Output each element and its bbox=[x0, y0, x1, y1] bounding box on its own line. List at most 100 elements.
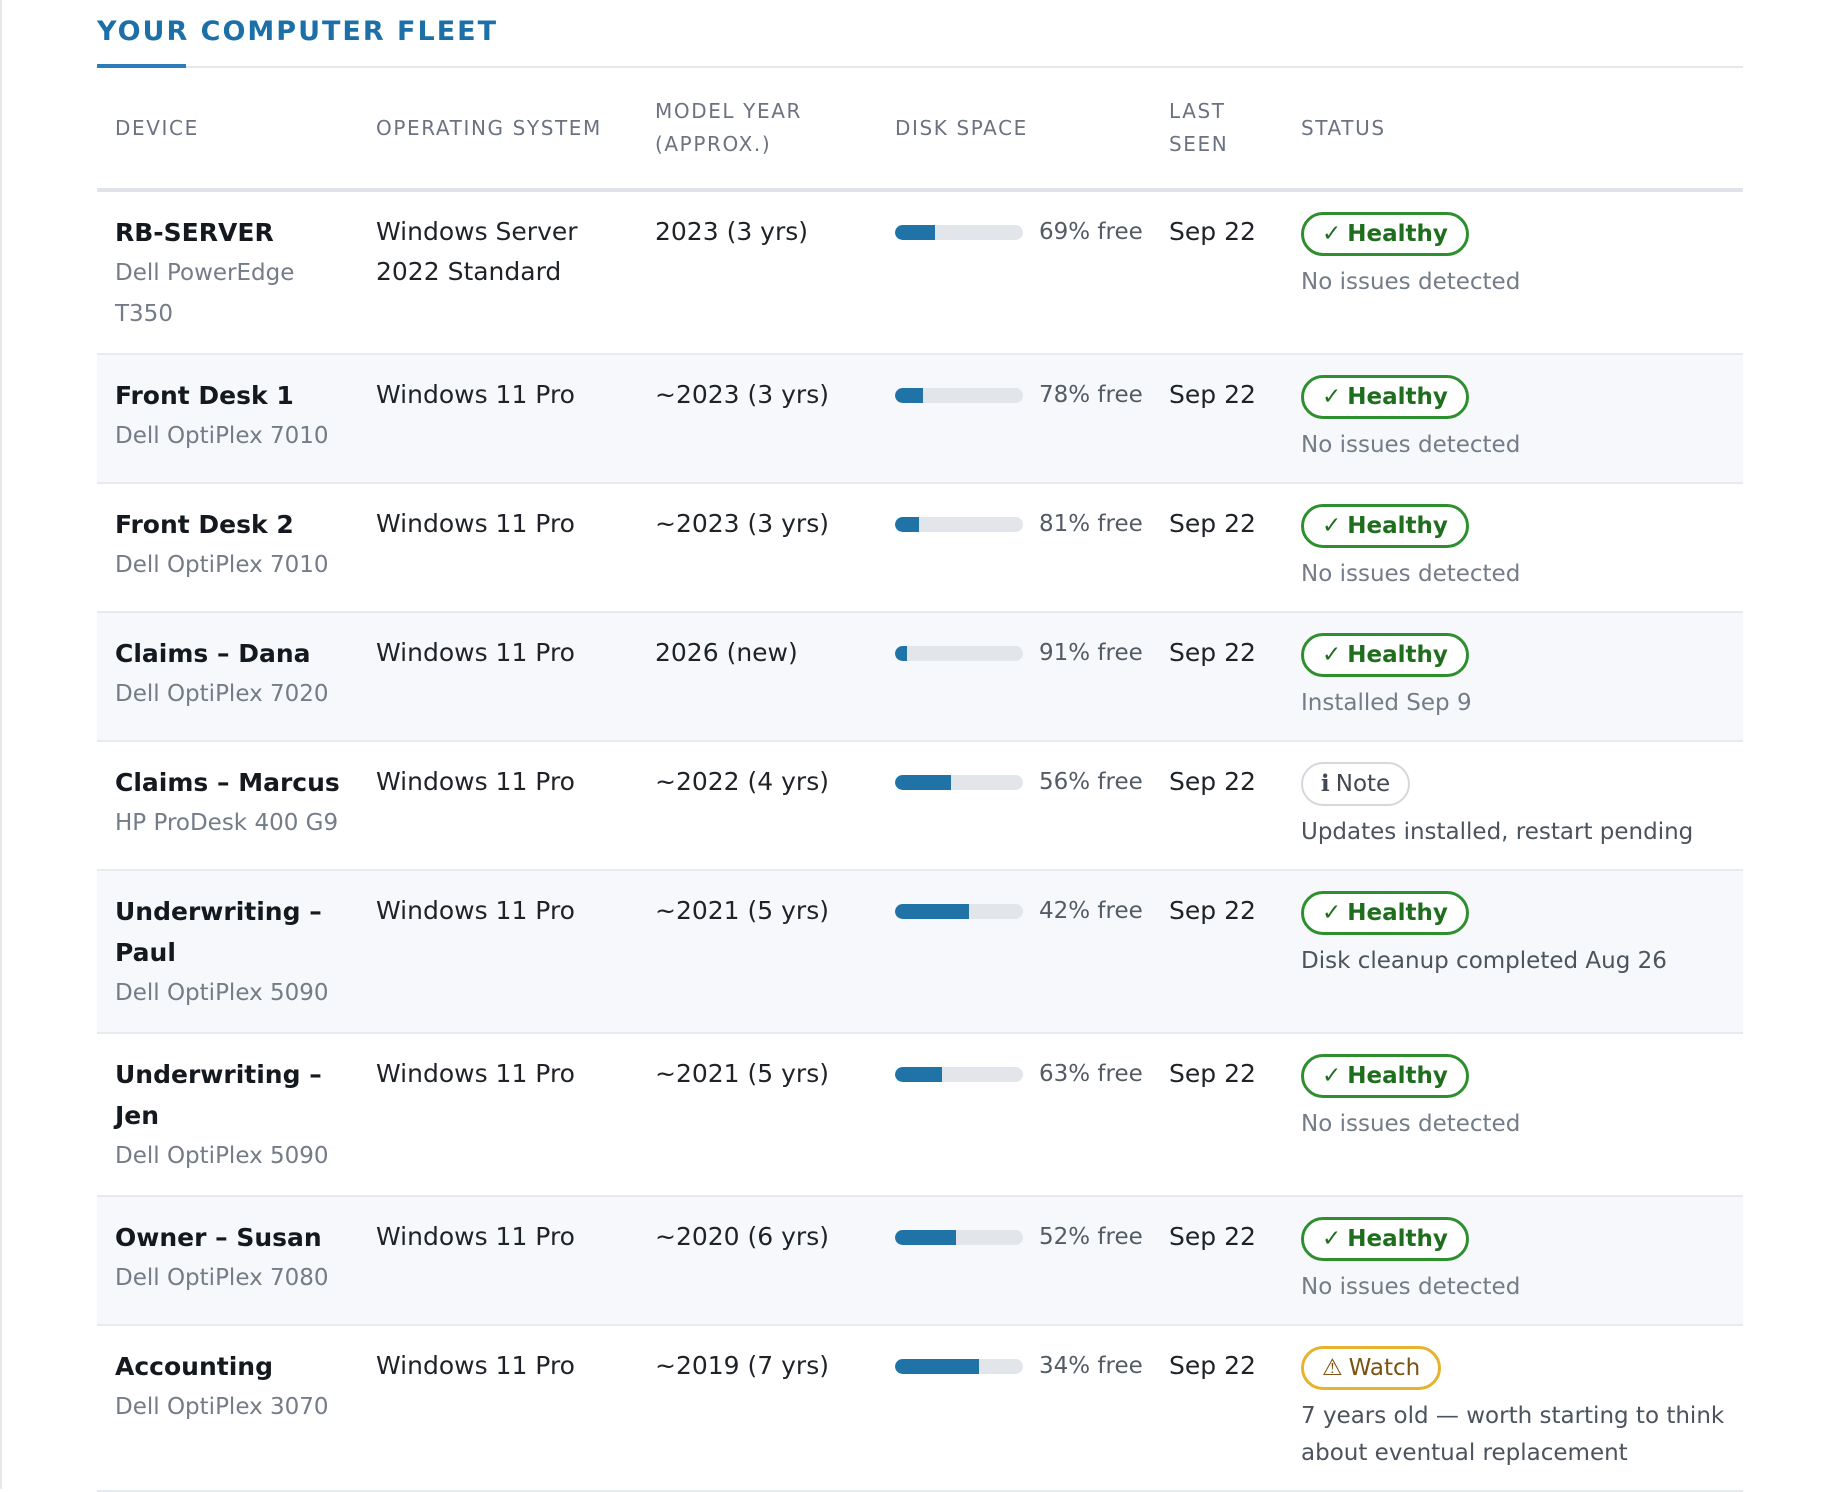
device-model: Dell OptiPlex 7020 bbox=[115, 681, 329, 707]
disk-usage-bar-fill bbox=[895, 645, 907, 661]
warning-icon: ⚠ bbox=[1322, 1355, 1343, 1381]
disk-usage: 91% free bbox=[895, 633, 1151, 673]
device-name[interactable]: Claims – Dana bbox=[115, 639, 311, 668]
model-year-cell: ~2023 (3 yrs) bbox=[637, 483, 877, 613]
last-seen: Sep 22 bbox=[1169, 1351, 1256, 1380]
model-year-cell: ~2021 (5 yrs) bbox=[637, 1033, 877, 1197]
last-seen-cell: Sep 22 bbox=[1151, 870, 1283, 1034]
last-seen-cell: Sep 22 bbox=[1151, 354, 1283, 484]
check-icon: ✓ bbox=[1322, 1226, 1342, 1252]
disk-cell: 63% free bbox=[877, 1033, 1151, 1197]
table-row[interactable]: Claims – Marcus HP ProDesk 400 G9 Window… bbox=[97, 741, 1743, 871]
model-year: ~2023 (3 yrs) bbox=[655, 380, 829, 409]
header-last-seen[interactable]: LAST SEEN bbox=[1151, 68, 1283, 192]
device-model: Dell OptiPlex 7080 bbox=[115, 1265, 329, 1291]
operating-system: Windows 11 Pro bbox=[376, 509, 575, 538]
table-row[interactable]: Claims – Dana Dell OptiPlex 7020 Windows… bbox=[97, 612, 1743, 742]
status-badge-label: Healthy bbox=[1347, 513, 1448, 539]
table-row[interactable]: Owner – Susan Dell OptiPlex 7080 Windows… bbox=[97, 1196, 1743, 1326]
device-cell: Accounting Dell OptiPlex 3070 bbox=[97, 1325, 358, 1492]
model-year: 2026 (new) bbox=[655, 638, 798, 667]
check-icon: ✓ bbox=[1322, 513, 1342, 539]
status-badge-label: Watch bbox=[1348, 1355, 1421, 1381]
status-cell: ⚠ Watch 7 years old — worth starting to … bbox=[1283, 1325, 1743, 1492]
device-name[interactable]: Owner – Susan bbox=[115, 1223, 322, 1252]
disk-usage-bar-fill bbox=[895, 1358, 980, 1374]
model-year: 2023 (3 yrs) bbox=[655, 217, 809, 246]
model-year: ~2019 (7 yrs) bbox=[655, 1351, 829, 1380]
disk-usage-bar bbox=[895, 1358, 1023, 1374]
device-cell: Front Desk 2 Dell OptiPlex 7010 bbox=[97, 483, 358, 613]
disk-usage-bar bbox=[895, 774, 1023, 790]
os-cell: Windows 11 Pro bbox=[358, 1325, 637, 1492]
disk-usage-bar bbox=[895, 387, 1023, 403]
status-badge-label: Healthy bbox=[1347, 221, 1448, 247]
header-model-year[interactable]: MODEL YEAR (APPROX.) bbox=[637, 68, 877, 192]
table-row[interactable]: Accounting Dell OptiPlex 3070 Windows 11… bbox=[97, 1325, 1743, 1492]
device-model: Dell OptiPlex 3070 bbox=[115, 1394, 329, 1420]
header-status[interactable]: STATUS bbox=[1283, 68, 1743, 192]
last-seen-cell: Sep 22 bbox=[1151, 1325, 1283, 1492]
disk-usage-bar-fill bbox=[895, 903, 970, 919]
table-row[interactable]: Front Desk 2 Dell OptiPlex 7010 Windows … bbox=[97, 483, 1743, 613]
section-title: YOUR COMPUTER FLEET bbox=[97, 16, 499, 47]
os-cell: Windows 11 Pro bbox=[358, 870, 637, 1034]
last-seen-cell: Sep 22 bbox=[1151, 483, 1283, 613]
device-name[interactable]: Accounting bbox=[115, 1352, 273, 1381]
table-row[interactable]: Front Desk 1 Dell OptiPlex 7010 Windows … bbox=[97, 354, 1743, 484]
table-row[interactable]: Underwriting – Jen Dell OptiPlex 5090 Wi… bbox=[97, 1033, 1743, 1197]
status-cell: ℹ Note Updates installed, restart pendin… bbox=[1283, 741, 1743, 871]
status-cell: ✓ Healthy No issues detected bbox=[1283, 1196, 1743, 1326]
model-year: ~2020 (6 yrs) bbox=[655, 1222, 829, 1251]
status-badge: ⚠ Watch bbox=[1301, 1346, 1442, 1390]
device-name[interactable]: Underwriting – Jen bbox=[115, 1060, 322, 1130]
header-disk-space[interactable]: DISK SPACE bbox=[877, 68, 1151, 192]
status-note: 7 years old — worth starting to think ab… bbox=[1301, 1403, 1725, 1466]
header-device[interactable]: DEVICE bbox=[97, 68, 358, 192]
device-name[interactable]: RB-SERVER bbox=[115, 218, 274, 247]
device-model: HP ProDesk 400 G9 bbox=[115, 810, 339, 836]
device-cell: Underwriting – Paul Dell OptiPlex 5090 bbox=[97, 870, 358, 1034]
device-name[interactable]: Claims – Marcus bbox=[115, 768, 340, 797]
table-body: RB-SERVER Dell PowerEdge T350 Windows Se… bbox=[97, 190, 1743, 1492]
status-badge-label: Healthy bbox=[1347, 642, 1448, 668]
device-name[interactable]: Front Desk 2 bbox=[115, 510, 294, 539]
last-seen-cell: Sep 22 bbox=[1151, 1033, 1283, 1197]
status-note: No issues detected bbox=[1301, 1274, 1521, 1300]
table-row[interactable]: RB-SERVER Dell PowerEdge T350 Windows Se… bbox=[97, 190, 1743, 355]
status-badge-label: Healthy bbox=[1347, 1226, 1448, 1252]
device-model: Dell PowerEdge T350 bbox=[115, 260, 295, 327]
disk-usage-bar bbox=[895, 1229, 1023, 1245]
last-seen-cell: Sep 22 bbox=[1151, 1196, 1283, 1326]
disk-usage: 78% free bbox=[895, 375, 1151, 415]
title-underline bbox=[97, 64, 186, 68]
device-model: Dell OptiPlex 5090 bbox=[115, 1143, 329, 1169]
disk-usage: 69% free bbox=[895, 212, 1151, 252]
device-name[interactable]: Front Desk 1 bbox=[115, 381, 294, 410]
os-cell: Windows 11 Pro bbox=[358, 354, 637, 484]
status-cell: ✓ Healthy Installed Sep 9 bbox=[1283, 612, 1743, 742]
table-row[interactable]: Underwriting – Paul Dell OptiPlex 5090 W… bbox=[97, 870, 1743, 1034]
operating-system: Windows 11 Pro bbox=[376, 638, 575, 667]
check-icon: ✓ bbox=[1322, 221, 1342, 247]
operating-system: Windows 11 Pro bbox=[376, 380, 575, 409]
model-year: ~2021 (5 yrs) bbox=[655, 1059, 829, 1088]
device-cell: Claims – Marcus HP ProDesk 400 G9 bbox=[97, 741, 358, 871]
disk-free-label: 42% free bbox=[1039, 898, 1143, 924]
status-note: No issues detected bbox=[1301, 1111, 1521, 1137]
os-cell: Windows 11 Pro bbox=[358, 1033, 637, 1197]
last-seen: Sep 22 bbox=[1169, 509, 1256, 538]
disk-usage-bar-fill bbox=[895, 1229, 957, 1245]
status-note: No issues detected bbox=[1301, 269, 1521, 295]
device-cell: Underwriting – Jen Dell OptiPlex 5090 bbox=[97, 1033, 358, 1197]
disk-usage-bar bbox=[895, 645, 1023, 661]
model-year-cell: ~2020 (6 yrs) bbox=[637, 1196, 877, 1326]
device-cell: RB-SERVER Dell PowerEdge T350 bbox=[97, 190, 358, 355]
status-badge: ✓ Healthy bbox=[1301, 375, 1469, 419]
header-os[interactable]: OPERATING SYSTEM bbox=[358, 68, 637, 192]
disk-usage-bar bbox=[895, 516, 1023, 532]
model-year: ~2023 (3 yrs) bbox=[655, 509, 829, 538]
status-badge: ✓ Healthy bbox=[1301, 891, 1469, 935]
operating-system: Windows 11 Pro bbox=[376, 896, 575, 925]
device-name[interactable]: Underwriting – Paul bbox=[115, 897, 322, 967]
